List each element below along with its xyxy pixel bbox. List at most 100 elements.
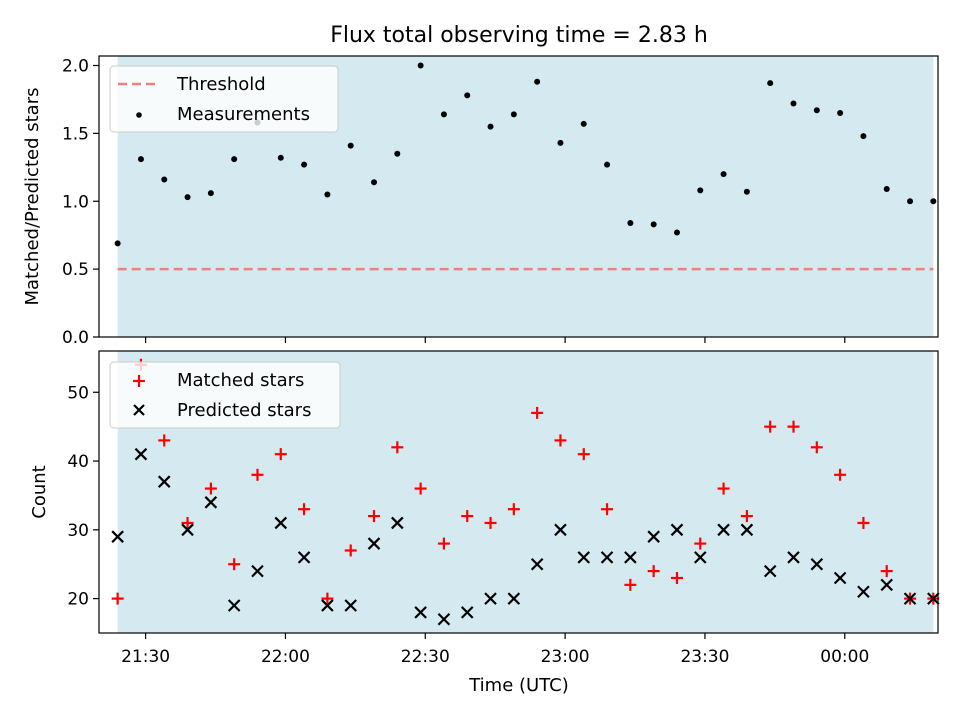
predicted-star-point (880, 578, 894, 592)
matched-star-point (624, 578, 637, 591)
legend-measurements-swatch (136, 112, 142, 118)
matched-star-point (228, 558, 241, 571)
measurement-point (907, 198, 914, 205)
x-tick-label: 22:30 (401, 647, 450, 667)
bottom-ytick-label: 50 (67, 383, 89, 403)
predicted-star-point (344, 599, 357, 612)
predicted-star-point (321, 599, 334, 612)
top-y-ticks: 0.0 0.5 1.0 1.5 2.0 (62, 57, 99, 348)
predicted-star-point (414, 606, 427, 619)
bottom-y-axis-label: Count (29, 465, 50, 518)
matched-star-point (787, 420, 800, 433)
matched-star-point (298, 503, 311, 516)
measurement-point (487, 123, 494, 130)
matched-star-point (764, 420, 777, 433)
measurement-point (347, 142, 354, 149)
matched-star-point (857, 516, 870, 529)
predicted-star-point (274, 516, 288, 530)
measurement-point (324, 191, 331, 198)
predicted-star-point (367, 537, 381, 550)
predicted-star-point (857, 585, 870, 599)
x-tick-label: 23:30 (680, 647, 729, 667)
measurement-point (277, 154, 284, 161)
measurement-point (604, 161, 611, 168)
measurement-point (510, 111, 517, 118)
matched-star-point (694, 537, 707, 550)
matched-star-point (437, 537, 450, 550)
predicted-star-point (181, 523, 194, 537)
bottom-ytick-label: 20 (67, 590, 89, 610)
top-ytick-label: 0.5 (62, 260, 89, 280)
predicted-star-point (460, 606, 474, 619)
x-tick-label: 21:30 (121, 647, 170, 667)
predicted-star-point (577, 551, 591, 564)
predicted-star-point (600, 551, 614, 564)
bottom-y-ticks: 20 30 40 50 (67, 383, 99, 610)
predicted-star-point (530, 557, 544, 571)
top-ytick-label: 2.0 (62, 57, 89, 77)
predicted-star-point (111, 530, 124, 543)
measurement-point (883, 186, 890, 193)
measurement-point (743, 188, 750, 195)
matched-star-point (111, 592, 124, 605)
measurement-point (114, 240, 121, 247)
predicted-star-point (507, 592, 521, 605)
predicted-star-point (157, 475, 171, 488)
legend-matched-swatch (133, 375, 145, 387)
matched-star-point (880, 565, 893, 578)
matched-star-point (158, 434, 171, 447)
matched-star-point (414, 482, 427, 495)
measurement-point (440, 111, 447, 118)
measurement-point (650, 221, 657, 228)
matched-star-point (670, 571, 683, 584)
matched-star-point (601, 503, 614, 516)
matched-star-point (647, 565, 660, 578)
predicted-star-point (437, 612, 451, 626)
measurement-point (301, 161, 308, 168)
measurement-point (627, 219, 634, 226)
matched-star-point (717, 482, 730, 495)
top-ytick-label: 1.5 (62, 124, 89, 144)
predicted-star-point (740, 523, 754, 537)
predicted-star-point (763, 564, 777, 578)
predicted-star-point (903, 592, 917, 605)
matched-stars-points (111, 358, 940, 605)
chart-title: Flux total observing time = 2.83 h (330, 23, 708, 48)
bottom-legend: Matched stars Predicted stars (109, 361, 341, 429)
x-tick-label: 00:00 (820, 647, 869, 667)
measurement-point (673, 229, 680, 236)
top-ytick-label: 1.0 (62, 192, 89, 212)
predicted-star-point (694, 551, 707, 564)
top-legend: Threshold Measurements (109, 65, 339, 133)
bottom-x-ticks: 21:30 22:00 22:30 23:00 23:30 00:00 (121, 633, 869, 667)
predicted-star-point (227, 599, 241, 612)
measurement-point (860, 133, 867, 140)
matched-star-point (554, 434, 567, 447)
predicted-star-point (927, 592, 940, 605)
matched-star-point (740, 510, 753, 523)
predicted-star-point (624, 551, 637, 564)
measurement-point (534, 78, 541, 85)
matched-star-point (507, 503, 520, 516)
matched-star-point (181, 516, 194, 529)
legend-threshold-label: Threshold (176, 74, 266, 95)
bottom-legend-box (109, 361, 341, 429)
matched-star-point (321, 592, 334, 605)
measurement-point (417, 62, 424, 69)
legend-measurements-label: Measurements (177, 104, 310, 125)
predicted-star-point (717, 523, 730, 537)
measurement-point (767, 80, 774, 87)
top-y-axis-label: Matched/Predicted stars (22, 88, 43, 306)
matched-star-point (251, 468, 264, 481)
top-axes-frame (98, 55, 939, 338)
legend-predicted-label: Predicted stars (177, 400, 311, 421)
legend-matched-label: Matched stars (177, 370, 304, 391)
measurement-point (557, 139, 564, 146)
matched-star-point (484, 516, 497, 529)
x-tick-label: 22:00 (261, 647, 310, 667)
predicted-star-point (670, 523, 684, 537)
measurement-point (790, 100, 797, 107)
matched-star-point (391, 441, 404, 454)
